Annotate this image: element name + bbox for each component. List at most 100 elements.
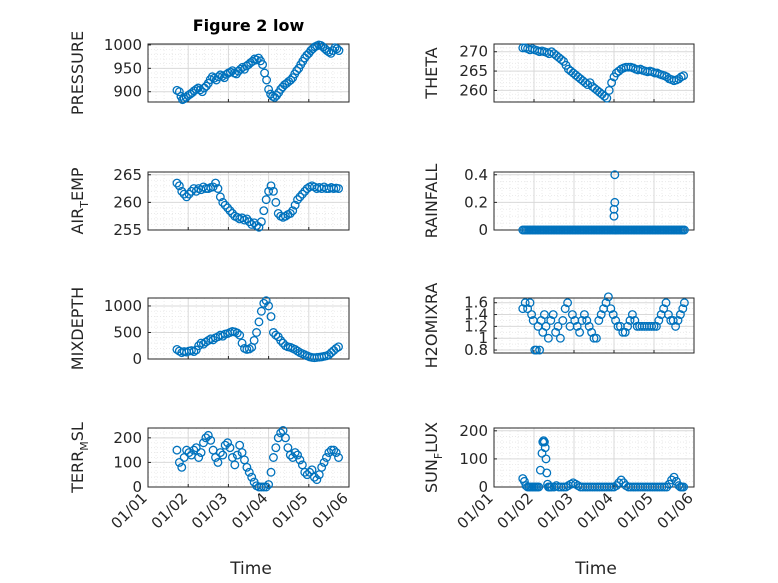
y-tick-label: 1.2 [464,317,488,335]
x-tick-label: 01/01 [454,489,497,532]
data-point [235,330,245,340]
y-axis-label-rest: EMP [68,167,87,201]
data-point [661,298,671,308]
data-point [563,298,573,308]
data-point [223,438,233,448]
data-point [591,333,601,343]
data-point [201,433,211,443]
data-point [539,437,549,447]
y-tick-label: 950 [113,59,142,77]
data-point [523,304,533,314]
data-point [264,480,274,489]
data-point [268,186,278,196]
data-point [254,317,264,327]
y-tick-label: 0.4 [464,166,488,184]
x-axis-label-left: Time [229,559,272,579]
y-tick-label: 0.8 [464,341,488,359]
data-point [174,181,184,191]
data-point [541,454,551,464]
data-point [191,84,201,94]
data-point [262,75,272,85]
data-point [541,321,551,331]
data-point [261,195,271,205]
data-point [539,310,549,320]
y-tick-label: 1.4 [464,306,488,324]
data-point [194,453,204,462]
data-point [609,211,619,221]
data-point [663,310,673,320]
data-point [218,197,228,207]
data-point [572,321,582,331]
y-tick-label: 100 [459,450,488,468]
data-point [293,450,302,460]
data-point [584,321,594,331]
data-point [579,310,589,320]
data-point [659,304,669,314]
x-axis-label-right: Time [574,559,617,579]
y-tick-label: 265 [459,62,488,80]
data-point [582,316,592,325]
data-point [312,475,322,485]
x-tick-label: 01/03 [188,489,231,532]
data-point [551,327,561,337]
data-point [679,225,689,235]
data-point [225,443,235,453]
data-point [618,327,628,337]
data-point [276,335,286,345]
data-point [189,347,199,357]
data-point [531,345,541,355]
y-tick-label: 1000 [104,297,142,315]
data-point [218,450,228,460]
data-point [610,170,620,180]
data-point [261,296,271,306]
y-tick-label: 1 [478,329,488,347]
y-tick-label: 260 [113,193,142,211]
y-axis-label-subscript: T [78,201,91,209]
data-point [620,327,630,337]
data-point [659,482,669,492]
data-point [194,341,204,351]
data-point [556,55,566,64]
data-point [542,468,552,478]
y-tick-label: 200 [113,429,142,447]
data-point [587,327,597,337]
data-point [281,433,290,443]
y-tick-label: 0 [132,478,142,496]
data-point [627,310,637,320]
data-point [525,298,535,308]
data-point [288,206,298,216]
axes-frame [147,43,350,103]
data-point [623,321,633,331]
data-point [518,304,528,314]
data-point [324,47,334,57]
data-point [268,453,278,462]
data-point [599,91,609,101]
x-tick-label: 01/06 [654,489,697,532]
data-point [575,327,585,337]
data-point [625,316,635,325]
y-axis-label-rest: LUX [422,422,441,453]
data-point [295,192,305,202]
data-point [679,71,689,81]
data-point [535,345,545,355]
data-point [244,344,254,354]
data-point [589,333,599,343]
y-axis-label-subscript: M [78,441,91,451]
data-point [560,304,570,314]
data-point [237,213,247,223]
data-point [232,328,242,338]
x-tick-label: 01/05 [614,489,657,532]
data-point [256,306,266,316]
data-point [326,445,336,455]
data-point [604,85,614,95]
data-point [558,316,568,325]
data-point [607,482,617,492]
data-point [319,457,329,467]
data-point [331,448,341,458]
data-point [603,292,613,302]
y-axis-label: SUNFLUX [422,422,445,493]
y-tick-label: 0 [132,350,142,368]
data-point [264,301,274,311]
